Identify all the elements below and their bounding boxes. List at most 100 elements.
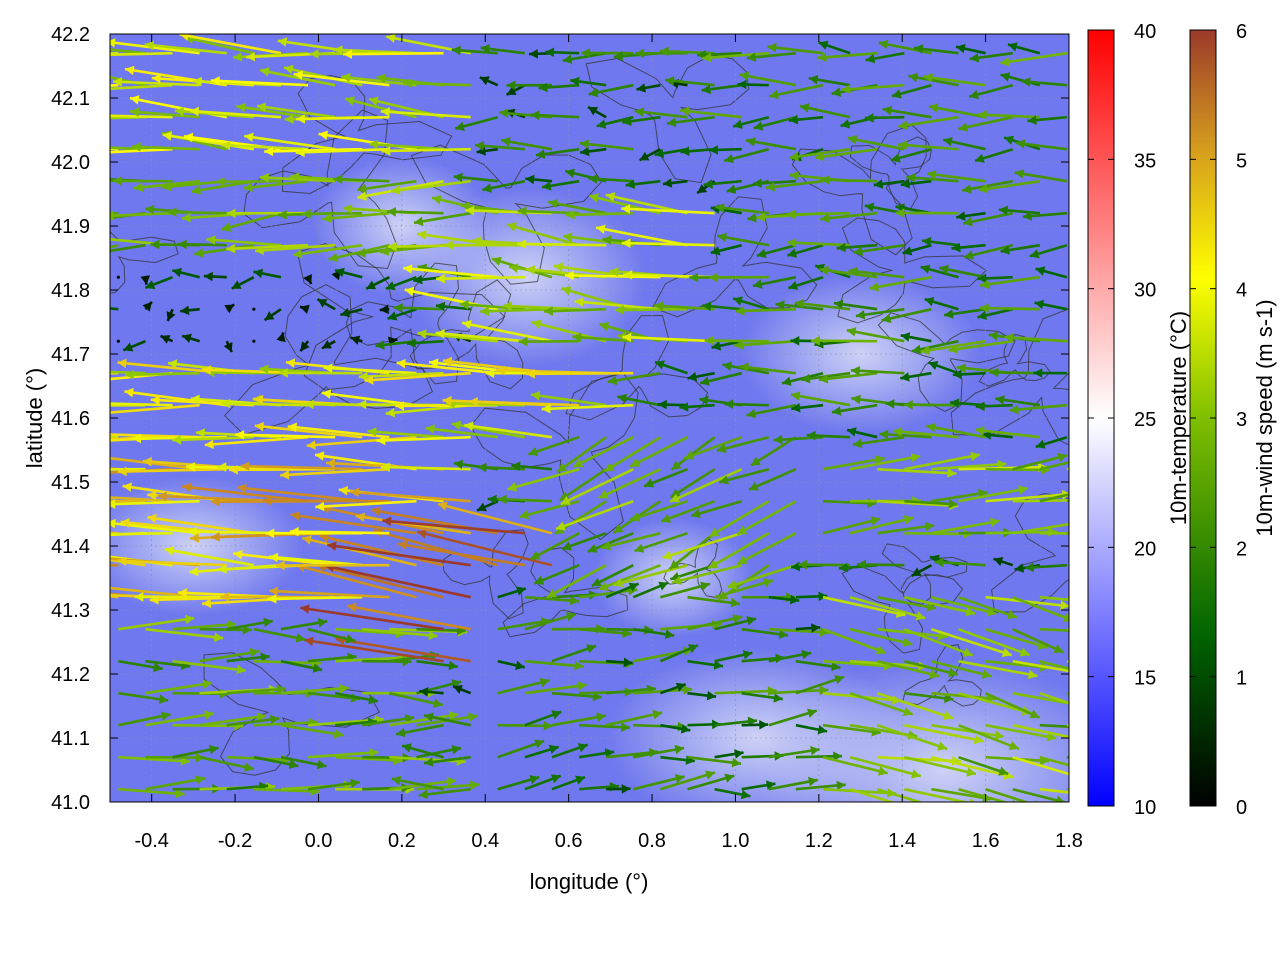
wind-vector — [768, 594, 800, 605]
wind-vector — [741, 627, 789, 639]
y-tick-label: 41.0 — [51, 792, 90, 814]
wind-vector — [500, 137, 553, 151]
wind-vector — [948, 339, 1013, 354]
wind-vector — [799, 103, 851, 119]
wind-vector — [454, 115, 499, 131]
y-tick-label: 41.2 — [51, 664, 90, 686]
wind-vector — [716, 435, 770, 454]
wind-vector — [737, 79, 769, 90]
wind-vector — [613, 563, 688, 588]
wind-vector — [1033, 368, 1067, 378]
wind-vector — [746, 51, 797, 62]
wind-vector — [891, 83, 932, 99]
wind-vector — [668, 532, 716, 570]
wind-vector — [497, 586, 527, 599]
wind-vector — [741, 720, 769, 730]
wind-vector — [662, 531, 743, 560]
wind-vector — [541, 179, 580, 191]
wind-vector — [497, 659, 526, 671]
wind-vector — [199, 625, 252, 635]
wind-vector — [741, 691, 783, 703]
wind-vector — [617, 393, 661, 407]
wind-vector — [931, 723, 1005, 740]
colorbar-tick-label: 25 — [1134, 409, 1156, 431]
wind-vector — [683, 435, 743, 460]
wind-vector — [262, 495, 390, 506]
x-tick-label: 0.4 — [471, 830, 499, 852]
wind-vector — [795, 623, 821, 633]
wind-vector — [622, 332, 715, 343]
wind-vector — [657, 399, 688, 410]
wind-vector — [831, 403, 878, 416]
wind-vector — [191, 179, 255, 195]
wind-vector — [406, 338, 444, 348]
wind-vector — [380, 462, 471, 472]
wind-vector — [403, 78, 471, 88]
wind-vector — [846, 427, 878, 439]
wind-vector — [535, 147, 580, 159]
wind-vector — [811, 335, 878, 346]
wind-vector — [634, 107, 688, 119]
wind-vector — [625, 179, 661, 189]
wind-vector — [892, 427, 959, 439]
wind-vector — [254, 421, 363, 439]
wind-vector — [904, 755, 977, 777]
wind-vector — [714, 749, 744, 759]
wind-vector — [768, 708, 818, 727]
wind-vector — [958, 659, 1038, 680]
wind-vector — [654, 147, 688, 159]
wind-vector — [118, 614, 195, 631]
wind-vector — [787, 238, 851, 248]
wind-vector — [979, 275, 1040, 289]
wind-vector — [598, 563, 661, 591]
wind-vector — [306, 435, 417, 450]
wind-vector — [920, 339, 986, 355]
wind-vector — [753, 115, 797, 131]
wind-vector — [795, 751, 843, 762]
wind-vector — [110, 586, 200, 599]
wind-vector — [1012, 755, 1069, 776]
wind-vector — [289, 526, 390, 537]
wind-vector — [998, 205, 1040, 216]
wind-vector — [849, 787, 896, 802]
wind-vector — [781, 371, 824, 386]
wind-vector — [958, 723, 1020, 751]
wind-vector — [1000, 51, 1068, 67]
wind-vector — [1014, 169, 1068, 183]
wind-vector — [574, 297, 661, 311]
wind-vector — [419, 687, 444, 697]
wind-vector — [110, 51, 173, 57]
wind-vector — [365, 276, 390, 290]
wind-vector — [711, 339, 742, 351]
wind-vector — [995, 395, 1041, 407]
contour-line — [243, 109, 397, 270]
wind-vector — [110, 496, 173, 503]
wind-vector — [818, 40, 851, 55]
wind-vector — [882, 105, 932, 119]
wind-vector — [506, 222, 580, 247]
wind-vector — [382, 516, 525, 535]
wind-vector — [822, 516, 881, 535]
wind-vector — [734, 339, 796, 350]
wind-vector — [226, 243, 309, 254]
wind-vector — [1012, 659, 1069, 673]
contour-line — [841, 564, 964, 654]
y-tick-label: 41.5 — [51, 472, 90, 494]
wind-vector — [605, 709, 663, 727]
wind-vector — [189, 106, 282, 119]
wind-vector — [911, 339, 959, 354]
wind-vector — [969, 51, 1013, 63]
wind-vector — [171, 267, 200, 279]
colorbar-tick-label: 2 — [1236, 538, 1247, 560]
wind-vector — [295, 147, 390, 158]
wind-vector — [822, 627, 887, 655]
wind-vector — [307, 748, 379, 759]
wind-vector — [533, 563, 580, 585]
wind-vector — [391, 775, 444, 791]
wind-vector — [529, 532, 580, 561]
wind-vector — [853, 243, 905, 256]
wind-vector — [206, 235, 282, 247]
wind-vector — [904, 595, 976, 617]
wind-vector — [280, 467, 390, 480]
wind-vector — [687, 371, 715, 382]
